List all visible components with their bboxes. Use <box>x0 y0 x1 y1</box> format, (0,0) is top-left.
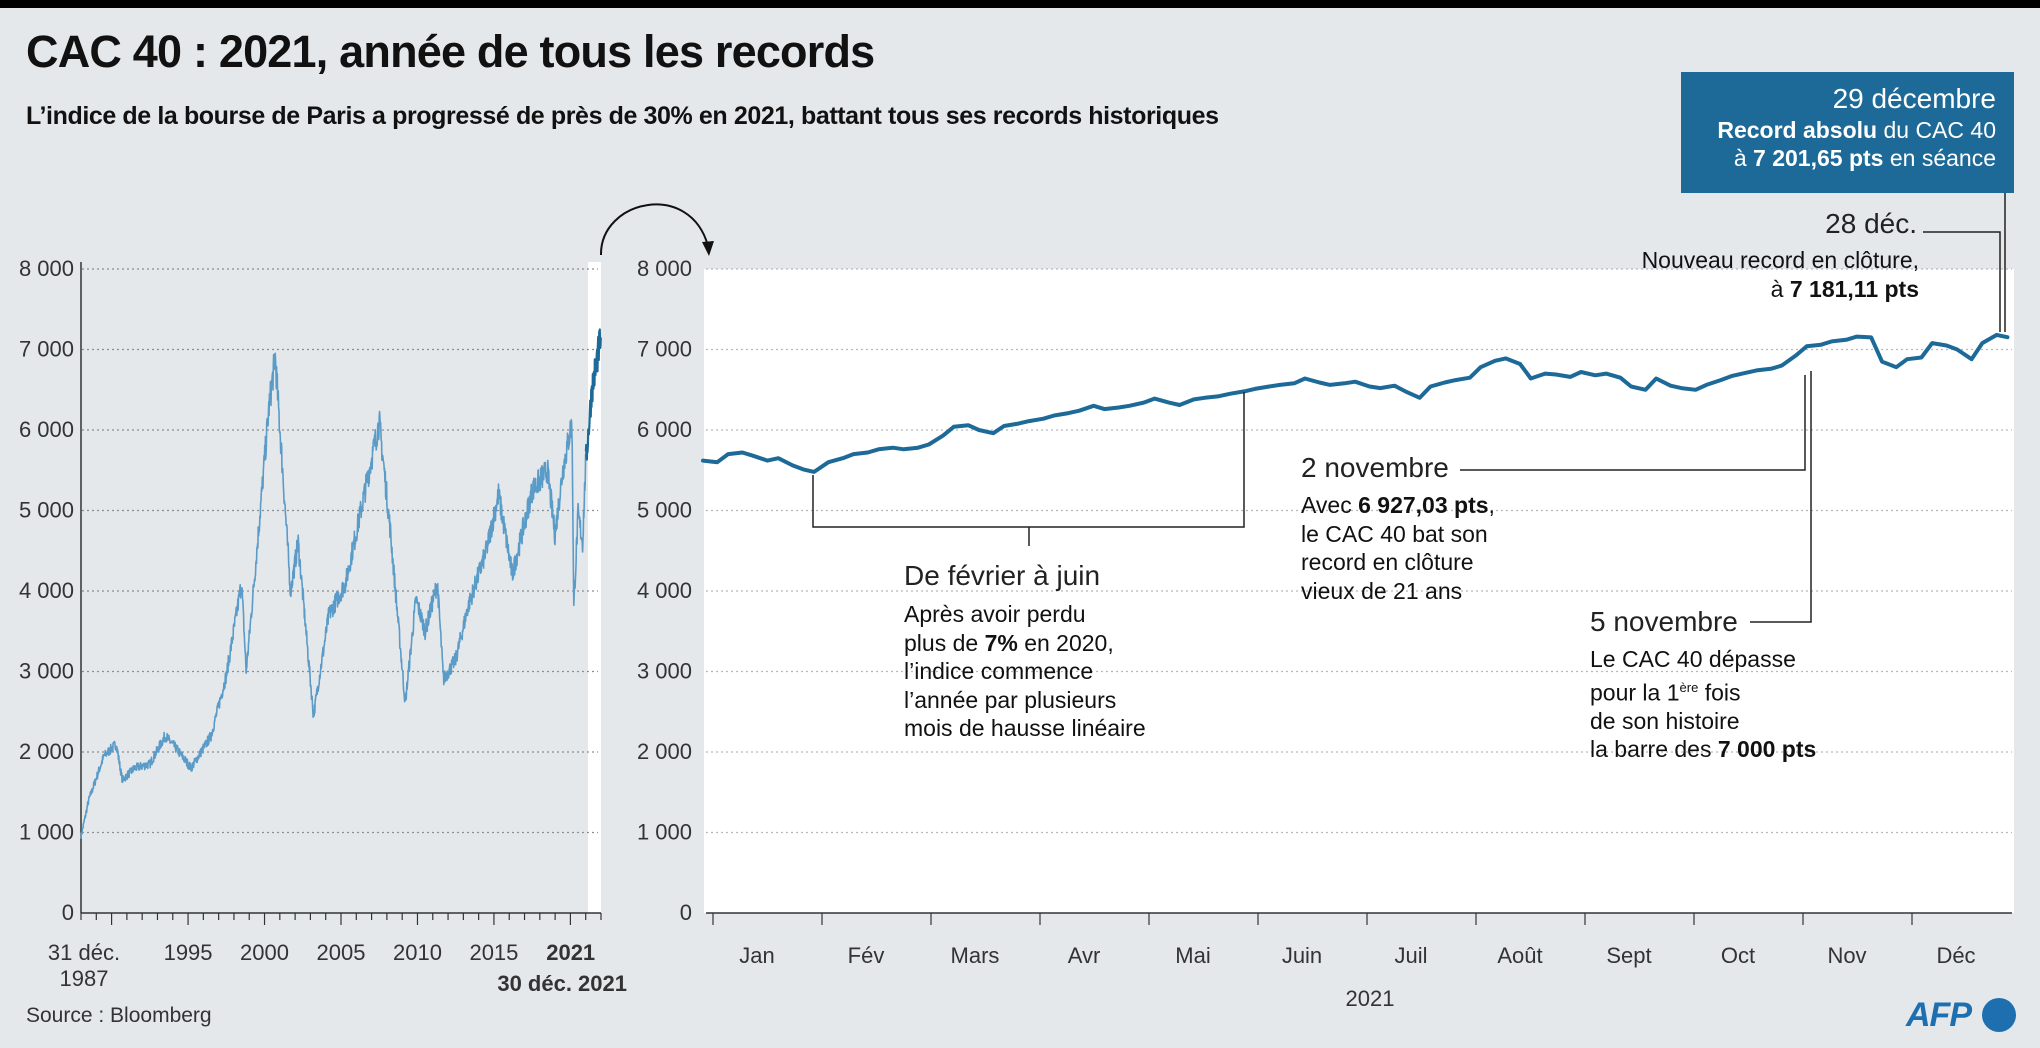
year-label: 2021 <box>1346 986 1395 1011</box>
nov2-text: Avec 6 927,03 pts, le CAC 40 bat son rec… <box>1301 492 1495 604</box>
series-2021-line <box>701 332 2010 474</box>
month-label: Juil <box>1394 943 1427 968</box>
page-subtitle: L’indice de la bourse de Paris a progres… <box>26 102 1219 130</box>
dec28-leader-line <box>1923 231 2001 332</box>
feb-jun-text: Après avoir perdu plus de 7% en 2020, l’… <box>904 601 1146 742</box>
left-y-tick-label: 7 000 <box>19 337 74 362</box>
right-y-tick-label: 5 000 <box>637 498 692 523</box>
month-label: Nov <box>1827 943 1866 968</box>
month-label: Sept <box>1606 943 1651 968</box>
left-x-tick-label: 2010 <box>393 940 442 965</box>
source-note: Source : Bloomberg <box>26 1004 212 1027</box>
afp-logo: AFP <box>1906 996 2016 1034</box>
feb-jun-heading: De février à juin <box>904 560 1101 591</box>
left-y-tick-label: 3 000 <box>19 659 74 684</box>
left-x-tick-label: 1995 <box>164 940 213 965</box>
left-y-tick-label: 2 000 <box>19 739 74 764</box>
nov5-heading: 5 novembre <box>1590 606 1738 637</box>
left-y-tick-label: 1 000 <box>19 820 74 845</box>
left-x-tick-label: 2000 <box>240 940 289 965</box>
right-y-tick-label: 1 000 <box>637 820 692 845</box>
nov2-heading: 2 novembre <box>1301 452 1449 483</box>
month-label: Mars <box>951 943 1000 968</box>
month-label: Juin <box>1282 943 1322 968</box>
left-x-tick-label: 2021 <box>546 940 595 965</box>
right-y-tick-label: 6 000 <box>637 417 692 442</box>
nov5-text: Le CAC 40 dépasse pour la 1ère fois de s… <box>1590 646 1817 763</box>
nov5-leader-line <box>1750 371 1812 623</box>
long-term-2021-segment <box>584 328 602 461</box>
top-bar <box>0 0 2040 8</box>
curved-arrow-icon <box>599 203 714 256</box>
chart-2021: 0 1 000 2 000 3 000 4 000 5 000 6 000 7 000 8 00… <box>637 256 2012 1011</box>
right-y-tick-label: 3 000 <box>637 659 692 684</box>
page-title: CAC 40 : 2021, année de tous les records <box>26 26 875 77</box>
dec28-heading: 28 déc. <box>1825 208 1917 239</box>
left-x-tick-label: 2015 <box>469 940 518 965</box>
long-term-chart: 0 1 000 2 000 3 000 4 000 5 000 6 000 7 000 8 00… <box>19 256 627 996</box>
left-2021-highlight <box>588 262 601 913</box>
nov2-leader-line <box>1460 375 1806 471</box>
dec28-text: Nouveau record en clôture, à 7 181,11 pt… <box>1641 247 1919 302</box>
right-y-tick-label: 0 <box>680 900 692 925</box>
month-label: Mai <box>1175 943 1210 968</box>
callout-date: 29 décembre <box>1832 83 1996 114</box>
left-y-tick-label: 8 000 <box>19 256 74 281</box>
left-y-tick-label: 6 000 <box>19 417 74 442</box>
right-y-tick-label: 4 000 <box>637 578 692 603</box>
right-y-tick-label: 8 000 <box>637 256 692 281</box>
left-x-start-year: 1987 <box>60 966 109 991</box>
right-y-tick-label: 7 000 <box>637 337 692 362</box>
month-label: Fév <box>848 943 885 968</box>
long-term-series-line <box>80 352 587 839</box>
month-label: Déc <box>1936 943 1975 968</box>
left-x-end-label: 30 déc. 2021 <box>497 971 627 996</box>
month-label: Oct <box>1721 943 1755 968</box>
month-label: Jan <box>739 943 774 968</box>
left-y-tick-label: 5 000 <box>19 498 74 523</box>
left-y-tick-label: 0 <box>62 900 74 925</box>
annotation-lines <box>812 193 2006 623</box>
month-label: Août <box>1497 943 1542 968</box>
month-label: Avr <box>1068 943 1101 968</box>
left-x-tick-label: 2005 <box>317 940 366 965</box>
right-y-tick-label: 2 000 <box>637 739 692 764</box>
record-callout-box: 29 décembre Record absolu du CAC 40 à 7 … <box>1681 72 2014 193</box>
left-y-tick-label: 4 000 <box>19 578 74 603</box>
left-x-start-label: 31 déc. <box>48 940 120 965</box>
